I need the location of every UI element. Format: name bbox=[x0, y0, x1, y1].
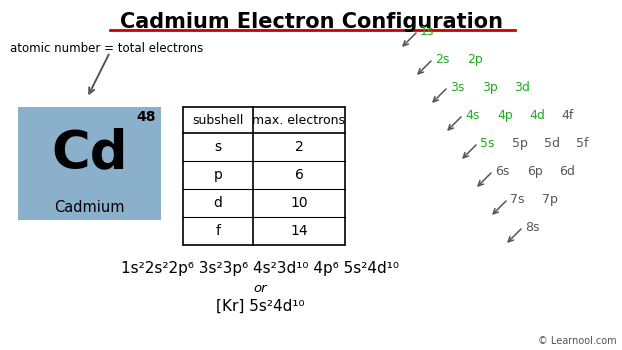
Text: 4p: 4p bbox=[497, 109, 513, 122]
Text: 5p: 5p bbox=[512, 137, 528, 150]
Text: 2s: 2s bbox=[435, 53, 449, 66]
Text: 4d: 4d bbox=[529, 109, 545, 122]
Text: 3p: 3p bbox=[482, 81, 498, 94]
Text: 48: 48 bbox=[136, 110, 156, 124]
Text: 6s: 6s bbox=[495, 165, 509, 178]
Text: 1s: 1s bbox=[420, 25, 434, 38]
Text: 2: 2 bbox=[295, 140, 304, 154]
Text: 4s: 4s bbox=[465, 109, 480, 122]
Text: 1s²2s²2p⁶ 3s²3p⁶ 4s²3d¹⁰ 4p⁶ 5s²4d¹⁰: 1s²2s²2p⁶ 3s²3p⁶ 4s²3d¹⁰ 4p⁶ 5s²4d¹⁰ bbox=[121, 260, 399, 275]
Text: 6: 6 bbox=[295, 168, 304, 182]
Text: Cadmium Electron Configuration: Cadmium Electron Configuration bbox=[119, 12, 503, 32]
Text: 8s: 8s bbox=[525, 221, 539, 234]
Text: 14: 14 bbox=[290, 224, 308, 238]
Text: Cadmium: Cadmium bbox=[54, 201, 125, 216]
Text: [Kr] 5s²4d¹⁰: [Kr] 5s²4d¹⁰ bbox=[216, 299, 304, 314]
Text: Cd: Cd bbox=[51, 127, 128, 180]
Bar bbox=[18, 107, 161, 220]
Text: s: s bbox=[215, 140, 221, 154]
Text: 5d: 5d bbox=[544, 137, 560, 150]
Text: 6p: 6p bbox=[527, 165, 543, 178]
Text: f: f bbox=[215, 224, 221, 238]
Text: 5s: 5s bbox=[480, 137, 494, 150]
Text: max. electrons: max. electrons bbox=[253, 113, 345, 126]
Text: 2p: 2p bbox=[467, 53, 483, 66]
Text: 3s: 3s bbox=[450, 81, 465, 94]
Text: 3d: 3d bbox=[514, 81, 530, 94]
Text: © Learnool.com: © Learnool.com bbox=[539, 336, 617, 346]
Text: 5f: 5f bbox=[576, 137, 588, 150]
Text: 10: 10 bbox=[290, 196, 308, 210]
Bar bbox=[183, 107, 345, 245]
Text: or: or bbox=[253, 281, 267, 294]
Text: d: d bbox=[213, 196, 223, 210]
Text: 4f: 4f bbox=[561, 109, 573, 122]
Text: p: p bbox=[213, 168, 223, 182]
Text: 6d: 6d bbox=[559, 165, 575, 178]
Text: subshell: subshell bbox=[192, 113, 244, 126]
Text: 7s: 7s bbox=[510, 193, 524, 206]
Text: atomic number = total electrons: atomic number = total electrons bbox=[10, 42, 203, 55]
Text: 7p: 7p bbox=[542, 193, 558, 206]
